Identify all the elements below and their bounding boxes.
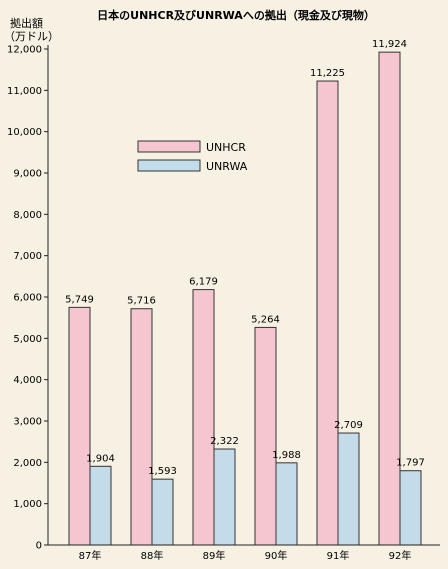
legend-label: UNHCR [206,141,246,154]
legend-label: UNRWA [206,160,248,173]
bar-unrwa [213,448,236,546]
data-label: 5,716 [127,296,156,307]
y-tick-label: 9,000 [13,169,42,180]
y-tick-label: 2,000 [13,458,42,469]
legend-swatch-unrwa [137,159,201,172]
y-tick-label: 10,000 [7,127,42,138]
legend-swatch-unhcr [137,140,201,153]
bar-unhcr [316,80,339,546]
bar-unrwa [399,470,422,546]
y-tick-label: 5,000 [13,334,42,345]
data-label: 2,322 [210,436,239,447]
data-labels: 5,749 1,904 5,716 1,593 6,179 2,322 5,264 1,988… [65,39,425,477]
y-tick-label: 8,000 [13,210,42,221]
data-label: 6,179 [189,277,218,288]
bar-unrwa [89,465,112,546]
data-label: 1,593 [148,466,177,477]
bar-unhcr [254,326,277,546]
y-tick-label: 7,000 [13,251,42,262]
data-label: 11,924 [372,39,407,50]
x-tick-label: 91年 [327,549,350,562]
bar-unrwa [275,462,298,546]
bar-unrwa [337,432,360,546]
x-axis: 87年 88年 89年 90年 91年 92年 [48,544,440,562]
bar-unhcr [68,306,91,546]
bar-unrwa [151,478,174,546]
bar-unhcr [378,51,401,546]
y-axis-label: 拠出額 [10,16,43,30]
y-tick-label: 12,000 [7,45,42,56]
y-tick-label: 4,000 [13,375,42,386]
bar-unhcr [130,308,153,546]
legend: UNHCR UNRWA [137,140,248,173]
y-tick-label: 1,000 [13,499,42,510]
y-tick-label: 0 [36,541,42,552]
data-label: 11,225 [310,68,345,79]
x-tick-label: 87年 [79,549,102,562]
y-axis: 0 1,000 2,000 3,000 4,000 5,000 6,000 7,000 8,00… [7,45,49,552]
data-label: 1,988 [272,450,301,461]
x-tick-label: 92年 [389,549,412,562]
data-label: 2,709 [334,420,363,431]
x-tick-label: 88年 [141,549,164,562]
y-tick-label: 3,000 [13,417,42,428]
bars [68,51,422,546]
y-tick-label: 11,000 [7,86,42,97]
chart-title: 日本のUNHCR及びUNRWAへの拠出（現金及び現物） [97,8,375,22]
x-tick-label: 89年 [203,549,226,562]
bar-unhcr [192,289,215,546]
data-label: 5,749 [65,294,94,305]
data-label: 1,904 [86,453,115,464]
y-tick-label: 6,000 [13,293,42,304]
data-label: 5,264 [251,314,280,325]
data-label: 1,797 [396,458,425,469]
y-axis-unit: （万ドル） [4,30,59,43]
x-tick-label: 90年 [265,549,288,562]
